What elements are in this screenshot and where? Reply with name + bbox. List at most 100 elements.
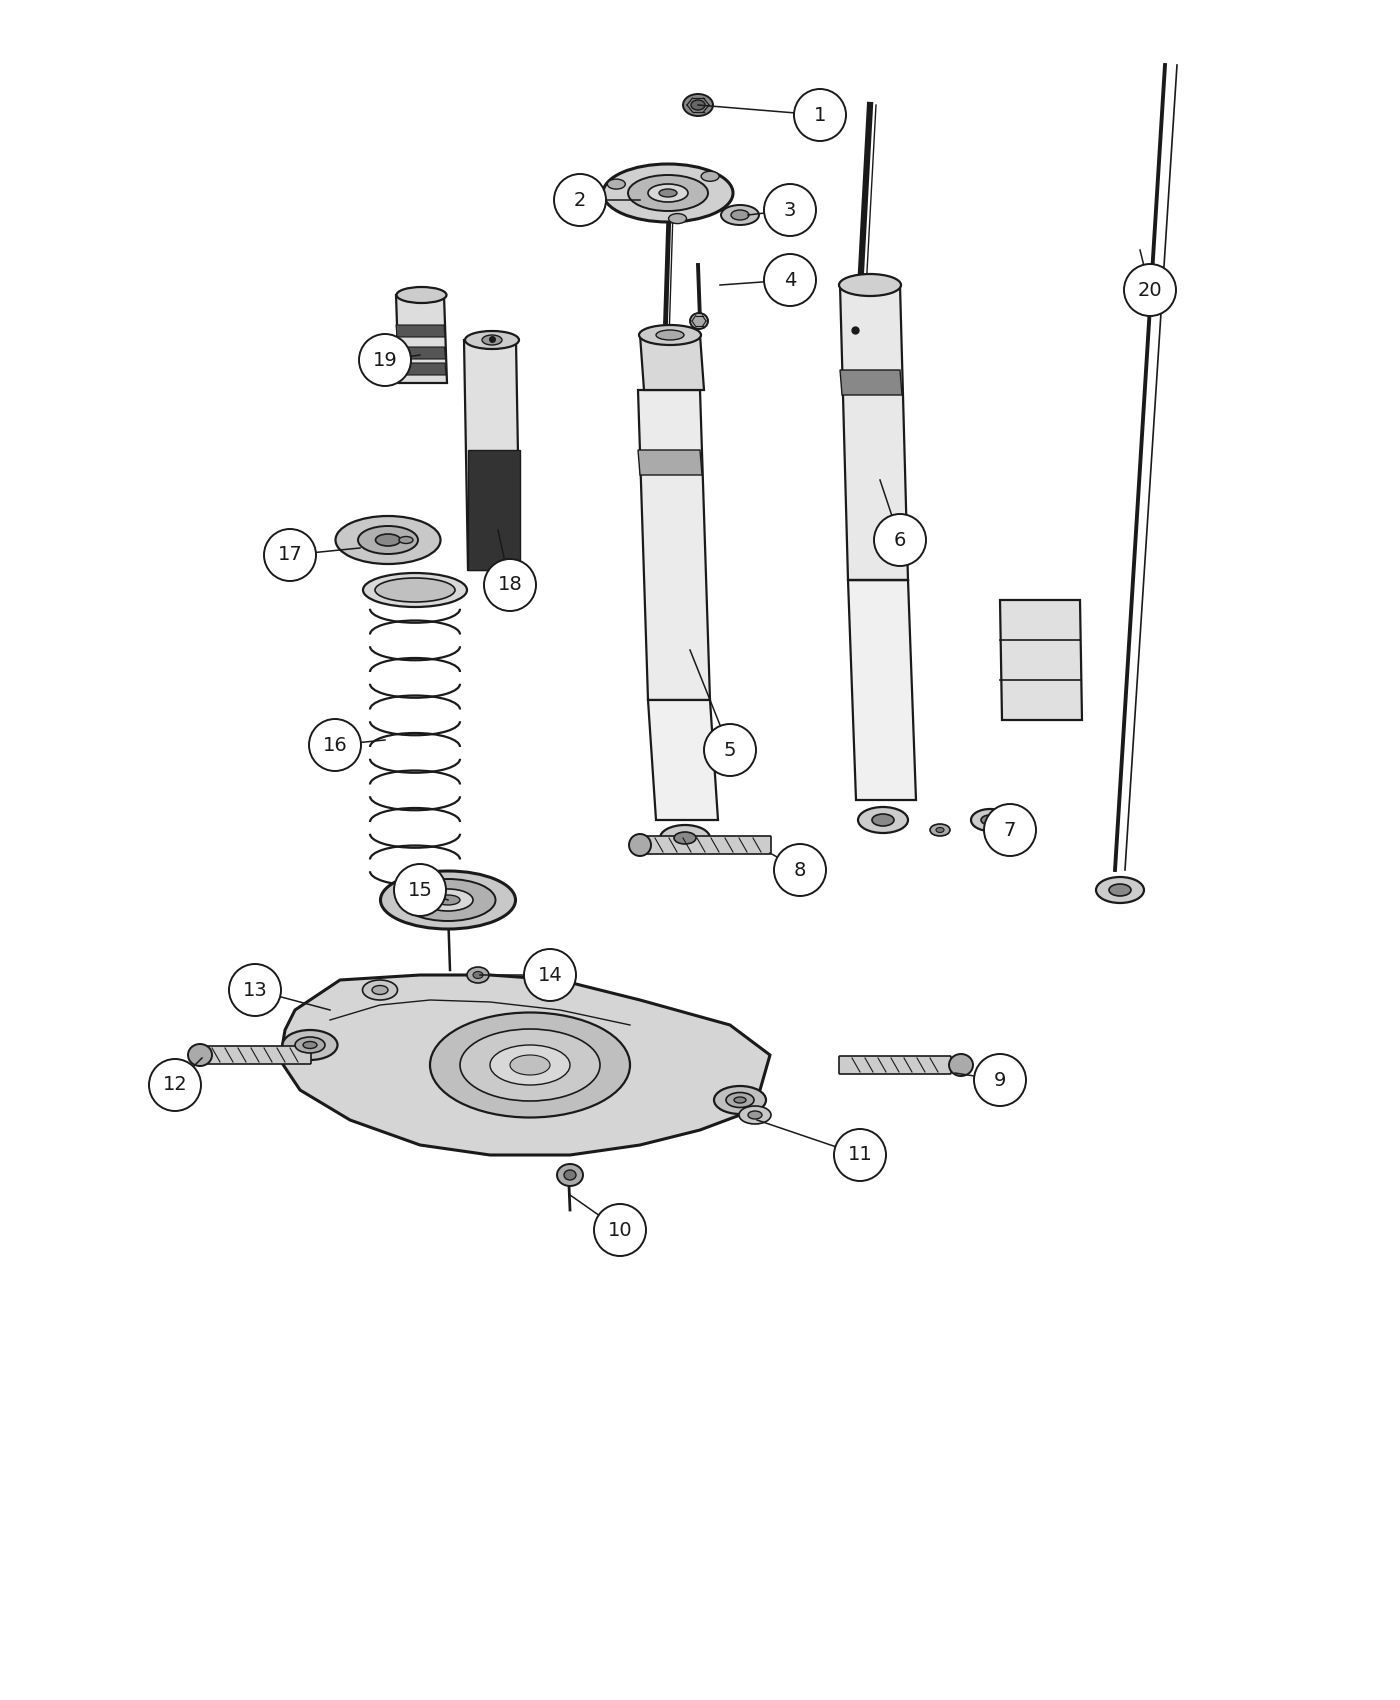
Circle shape [524, 949, 575, 1001]
Polygon shape [398, 364, 447, 376]
Ellipse shape [937, 828, 944, 833]
Ellipse shape [302, 1042, 316, 1049]
Ellipse shape [748, 1112, 762, 1119]
Ellipse shape [714, 1086, 766, 1114]
Polygon shape [638, 450, 701, 474]
Text: 18: 18 [497, 576, 522, 595]
Polygon shape [396, 296, 447, 382]
Polygon shape [638, 389, 710, 700]
Ellipse shape [358, 525, 419, 554]
Text: 19: 19 [372, 350, 398, 369]
Polygon shape [280, 976, 770, 1154]
Ellipse shape [564, 1170, 575, 1180]
FancyBboxPatch shape [839, 1056, 951, 1074]
Ellipse shape [295, 1037, 325, 1052]
Ellipse shape [721, 206, 759, 224]
Circle shape [484, 559, 536, 610]
Polygon shape [648, 700, 718, 819]
Circle shape [764, 184, 816, 236]
Text: 15: 15 [407, 881, 433, 899]
Ellipse shape [629, 175, 708, 211]
Ellipse shape [396, 287, 447, 303]
Ellipse shape [188, 1044, 211, 1066]
Ellipse shape [858, 808, 909, 833]
Circle shape [834, 1129, 886, 1181]
Circle shape [1124, 264, 1176, 316]
Ellipse shape [375, 534, 400, 546]
Text: 7: 7 [1004, 821, 1016, 840]
Circle shape [764, 253, 816, 306]
Text: 16: 16 [322, 736, 347, 755]
Ellipse shape [375, 578, 455, 602]
Ellipse shape [629, 835, 651, 857]
Ellipse shape [872, 814, 895, 826]
Ellipse shape [690, 313, 708, 330]
Text: 4: 4 [784, 270, 797, 289]
Circle shape [594, 1204, 645, 1256]
Polygon shape [396, 347, 445, 359]
Ellipse shape [363, 979, 398, 1000]
Ellipse shape [283, 1030, 337, 1061]
Polygon shape [640, 335, 704, 389]
Text: 8: 8 [794, 860, 806, 879]
Ellipse shape [336, 517, 441, 564]
Text: 6: 6 [893, 530, 906, 549]
Ellipse shape [692, 100, 706, 110]
Ellipse shape [381, 870, 515, 928]
Ellipse shape [659, 189, 678, 197]
Circle shape [265, 529, 316, 581]
Text: 1: 1 [813, 105, 826, 124]
Ellipse shape [372, 986, 388, 994]
Ellipse shape [608, 178, 626, 189]
Ellipse shape [673, 831, 696, 843]
Ellipse shape [603, 163, 734, 223]
Ellipse shape [669, 214, 686, 224]
Text: 5: 5 [724, 741, 736, 760]
Circle shape [984, 804, 1036, 857]
Circle shape [148, 1059, 202, 1112]
Ellipse shape [468, 967, 489, 983]
Ellipse shape [930, 824, 951, 836]
Circle shape [704, 724, 756, 775]
Ellipse shape [465, 332, 519, 348]
Ellipse shape [399, 537, 413, 544]
Ellipse shape [423, 889, 473, 911]
FancyBboxPatch shape [638, 836, 771, 853]
Ellipse shape [510, 1056, 550, 1074]
Ellipse shape [657, 330, 685, 340]
Ellipse shape [363, 573, 468, 607]
Ellipse shape [949, 1054, 973, 1076]
Ellipse shape [557, 1164, 582, 1187]
Text: 11: 11 [847, 1146, 872, 1165]
Ellipse shape [461, 1028, 601, 1102]
Text: 3: 3 [784, 201, 797, 219]
Ellipse shape [734, 1096, 746, 1103]
Ellipse shape [1096, 877, 1144, 903]
Ellipse shape [739, 1107, 771, 1124]
Circle shape [358, 333, 412, 386]
Ellipse shape [430, 1013, 630, 1117]
Circle shape [974, 1054, 1026, 1107]
Circle shape [794, 88, 846, 141]
Circle shape [393, 864, 447, 916]
Ellipse shape [482, 335, 503, 345]
Ellipse shape [435, 894, 461, 904]
Circle shape [874, 513, 925, 566]
Ellipse shape [727, 1093, 755, 1107]
Circle shape [309, 719, 361, 772]
Ellipse shape [400, 879, 496, 921]
Ellipse shape [981, 814, 1000, 824]
Text: 20: 20 [1138, 280, 1162, 299]
Ellipse shape [659, 824, 710, 852]
Ellipse shape [638, 325, 701, 345]
Circle shape [554, 173, 606, 226]
Text: 14: 14 [538, 966, 563, 984]
Ellipse shape [473, 971, 483, 979]
Polygon shape [468, 450, 519, 570]
Ellipse shape [731, 211, 749, 219]
Polygon shape [1000, 600, 1082, 721]
Polygon shape [463, 340, 519, 570]
Text: 13: 13 [242, 981, 267, 1000]
Circle shape [230, 964, 281, 1017]
Polygon shape [848, 580, 916, 801]
